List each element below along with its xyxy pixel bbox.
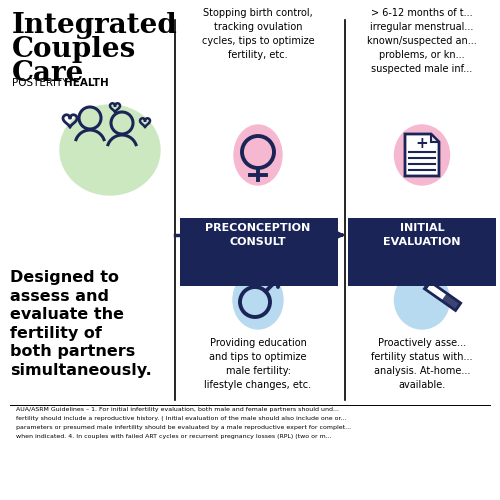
Text: Care: Care: [12, 60, 85, 87]
Text: AUA/ASRM Guidelines – 1. For initial infertility evaluation, both male and femal: AUA/ASRM Guidelines – 1. For initial inf…: [10, 407, 339, 412]
Text: when indicated. 4. In couples with failed ART cycles or recurrent pregnancy loss: when indicated. 4. In couples with faile…: [10, 434, 332, 439]
Polygon shape: [431, 134, 439, 142]
Polygon shape: [405, 134, 439, 176]
Ellipse shape: [394, 125, 450, 185]
Ellipse shape: [60, 105, 160, 195]
Polygon shape: [424, 282, 460, 310]
Ellipse shape: [234, 125, 282, 185]
Text: Designed to
assess and
evaluate the
fertility of
both partners
simultaneously.: Designed to assess and evaluate the fert…: [10, 270, 152, 378]
Polygon shape: [442, 294, 460, 310]
Ellipse shape: [233, 271, 283, 329]
Text: PRECONCEPTION
CONSULT: PRECONCEPTION CONSULT: [206, 223, 310, 247]
Polygon shape: [424, 282, 432, 290]
Text: > 6-12 months of t...
irregular menstrual...
known/suspected an...
problems, or : > 6-12 months of t... irregular menstrua…: [367, 8, 477, 74]
Text: POSTERITY: POSTERITY: [12, 78, 68, 88]
FancyBboxPatch shape: [180, 218, 338, 286]
Text: +: +: [416, 136, 428, 152]
Text: Providing education
and tips to optimize
male fertility:
lifestyle changes, etc.: Providing education and tips to optimize…: [204, 338, 312, 390]
Text: INITIAL
EVALUATION: INITIAL EVALUATION: [384, 223, 461, 247]
Text: Stopping birth control,
tracking ovulation
cycles, tips to optimize
fertility, e: Stopping birth control, tracking ovulati…: [202, 8, 314, 60]
Ellipse shape: [394, 271, 450, 329]
Text: fertility should include a reproductive history. ( Initial evaluation of the mal: fertility should include a reproductive …: [10, 416, 346, 421]
Text: Proactively asse...
fertility status with...
analysis. At-home...
available.: Proactively asse... fertility status wit…: [371, 338, 473, 390]
Text: HEALTH: HEALTH: [64, 78, 109, 88]
Text: Couples: Couples: [12, 36, 136, 63]
FancyBboxPatch shape: [348, 218, 496, 286]
Text: Integrated: Integrated: [12, 12, 178, 39]
Text: parameters or presumed male infertility should be evaluated by a male reproducti: parameters or presumed male infertility …: [10, 425, 351, 430]
